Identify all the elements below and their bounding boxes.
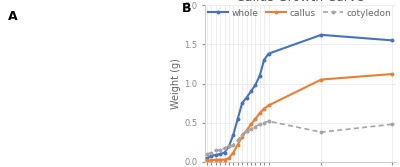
- cotyledon: [222, 147, 227, 149]
- callus: [248, 123, 253, 125]
- Line: cotyledon: cotyledon: [206, 120, 393, 155]
- callus: [389, 73, 394, 75]
- callus: [253, 118, 258, 120]
- cotyledon: [235, 139, 240, 141]
- callus: [213, 159, 218, 161]
- cotyledon: [204, 153, 209, 155]
- whole: [266, 53, 271, 55]
- whole: [231, 134, 236, 136]
- cotyledon: [218, 149, 222, 151]
- cotyledon: [240, 134, 244, 136]
- Text: B: B: [182, 2, 191, 15]
- callus: [222, 159, 227, 161]
- callus: [319, 78, 324, 80]
- callus: [204, 159, 209, 161]
- cotyledon: [262, 122, 266, 124]
- whole: [222, 152, 227, 154]
- Y-axis label: Weight (g): Weight (g): [171, 58, 181, 109]
- callus: [240, 136, 244, 138]
- callus: [226, 157, 231, 159]
- whole: [248, 90, 253, 92]
- callus: [231, 152, 236, 154]
- whole: [257, 75, 262, 77]
- whole: [262, 59, 266, 61]
- callus: [262, 108, 266, 110]
- whole: [244, 97, 249, 99]
- callus: [235, 144, 240, 146]
- cotyledon: [244, 130, 249, 132]
- Line: whole: whole: [206, 34, 393, 159]
- cotyledon: [253, 126, 258, 128]
- whole: [319, 34, 324, 36]
- whole: [218, 153, 222, 155]
- whole: [389, 39, 394, 41]
- cotyledon: [226, 145, 231, 147]
- cotyledon: [231, 144, 236, 146]
- cotyledon: [266, 120, 271, 122]
- cotyledon: [213, 149, 218, 151]
- whole: [253, 84, 258, 86]
- cotyledon: [389, 123, 394, 125]
- Legend: whole, callus, cotyledon: whole, callus, cotyledon: [205, 5, 395, 21]
- whole: [226, 145, 231, 147]
- callus: [257, 112, 262, 114]
- whole: [209, 155, 214, 157]
- whole: [235, 118, 240, 120]
- whole: [240, 102, 244, 104]
- whole: [204, 157, 209, 159]
- whole: [213, 154, 218, 156]
- cotyledon: [209, 152, 214, 154]
- callus: [218, 159, 222, 161]
- callus: [244, 130, 249, 132]
- callus: [266, 105, 271, 107]
- cotyledon: [257, 123, 262, 125]
- Line: callus: callus: [206, 73, 393, 162]
- cotyledon: [319, 131, 324, 133]
- Text: A: A: [8, 10, 18, 23]
- cotyledon: [248, 128, 253, 130]
- callus: [209, 159, 214, 161]
- Title: Callus Growth Curve: Callus Growth Curve: [236, 0, 364, 4]
